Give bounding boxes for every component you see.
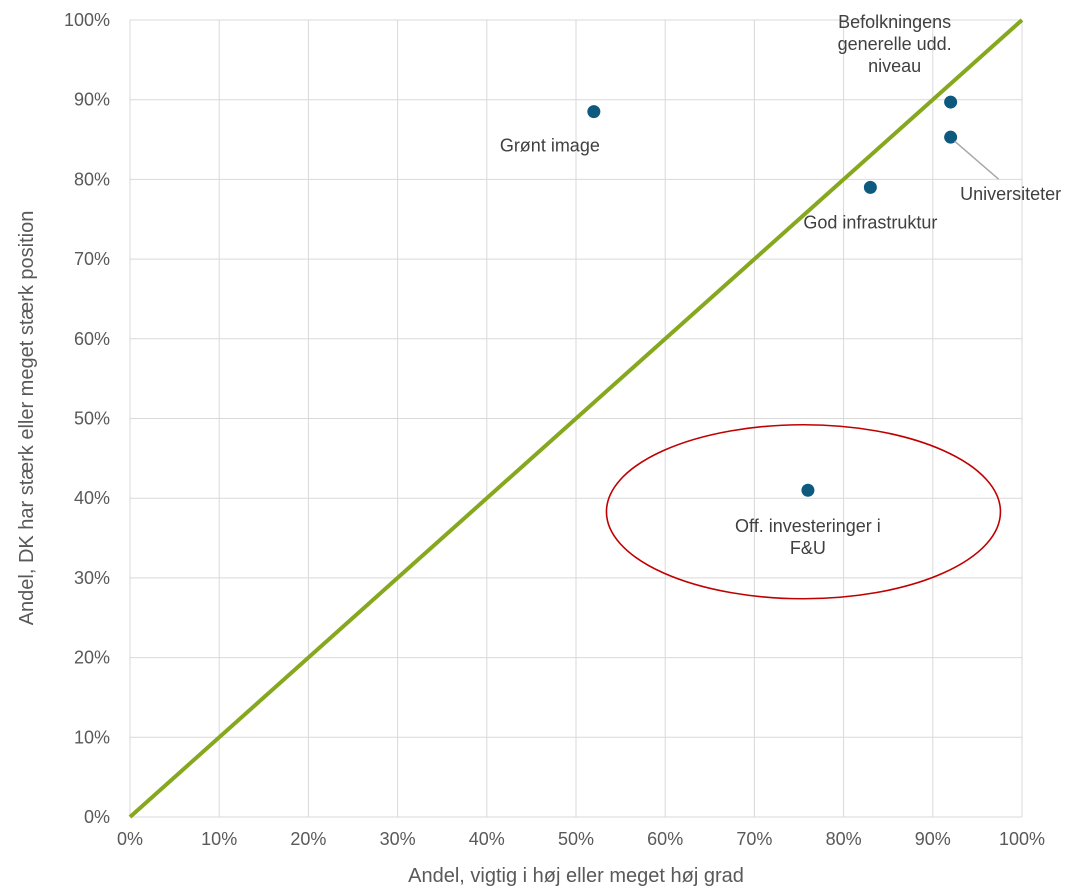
y-tick-label: 100% (64, 10, 110, 30)
y-tick-label: 80% (74, 169, 110, 189)
x-axis-title: Andel, vigtig i høj eller meget høj grad (408, 865, 744, 887)
x-tick-label: 10% (201, 829, 237, 849)
y-tick-label: 40% (74, 488, 110, 508)
y-tick-label: 60% (74, 329, 110, 349)
x-tick-label: 50% (558, 829, 594, 849)
y-tick-label: 0% (84, 807, 110, 827)
y-tick-label: 30% (74, 568, 110, 588)
x-tick-label: 30% (380, 829, 416, 849)
leader-line (955, 141, 999, 179)
data-point-label: generelle udd. (838, 34, 952, 54)
x-tick-label: 100% (999, 829, 1045, 849)
x-tick-label: 90% (915, 829, 951, 849)
x-tick-label: 60% (647, 829, 683, 849)
data-point-label: Befolkningens (838, 12, 951, 32)
x-tick-label: 40% (469, 829, 505, 849)
y-tick-label: 10% (74, 727, 110, 747)
data-point-label: Off. investeringer i (735, 516, 881, 536)
data-point (587, 105, 600, 118)
data-point-label: F&U (790, 538, 826, 558)
x-tick-label: 70% (736, 829, 772, 849)
data-point-label: niveau (868, 56, 921, 76)
data-point (944, 96, 957, 109)
data-point-label: God infrastruktur (803, 212, 937, 232)
y-axis-title: Andel, DK har stærk eller meget stærk po… (16, 211, 38, 626)
x-tick-label: 20% (290, 829, 326, 849)
y-tick-label: 90% (74, 90, 110, 110)
y-tick-label: 20% (74, 648, 110, 668)
x-tick-label: 80% (826, 829, 862, 849)
x-tick-label: 0% (117, 829, 143, 849)
y-tick-label: 70% (74, 249, 110, 269)
data-point (864, 181, 877, 194)
data-point-label: Grønt image (500, 136, 600, 156)
y-tick-label: 50% (74, 409, 110, 429)
data-point-label: Universiteter (960, 184, 1061, 204)
data-point (801, 484, 814, 497)
